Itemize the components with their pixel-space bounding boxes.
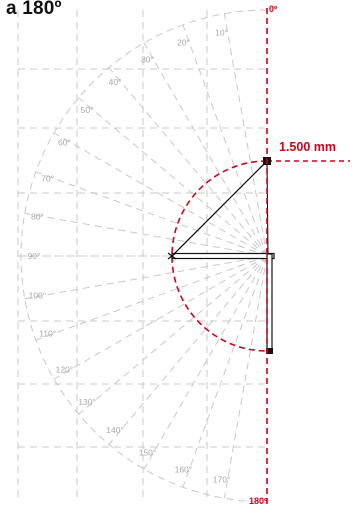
- angle-label: 110°: [39, 329, 56, 339]
- diagonal-arm: [171, 160, 268, 257]
- angle-label: 50°: [81, 105, 94, 115]
- angle-ray: [182, 24, 268, 257]
- outer-arc: [20, 9, 268, 503]
- reach-arc: [171, 160, 268, 352]
- horizontal-bar: [171, 252, 275, 260]
- angle-label: 30°: [141, 54, 154, 64]
- top-marker: 0º: [269, 4, 278, 14]
- angle-ray: [35, 255, 268, 341]
- angle-label: 60°: [58, 138, 71, 148]
- angle-ray: [223, 255, 268, 499]
- reach-arc-group: 1.500 mm: [171, 140, 350, 352]
- bottom-marker: 180º: [249, 496, 268, 506]
- angle-ray: [78, 97, 268, 257]
- angle-ray: [143, 42, 268, 257]
- angle-ray: [78, 255, 268, 415]
- angle-ray: [35, 171, 268, 257]
- angle-ray: [53, 132, 268, 257]
- angle-label: 120°: [56, 365, 74, 375]
- angle-ray: [24, 212, 268, 257]
- angle-label: 170°: [213, 475, 231, 485]
- angle-label: 130°: [78, 397, 96, 407]
- outer-semicircle: [20, 9, 268, 503]
- angle-label: 80°: [31, 212, 44, 222]
- left-end-cap: [167, 252, 177, 260]
- angle-ray: [108, 67, 268, 257]
- markers: 0º 180º: [249, 4, 278, 506]
- bottom-joint: [266, 348, 273, 354]
- angle-label: 70°: [41, 173, 54, 183]
- angle-label: 160°: [175, 464, 193, 474]
- angle-ray: [53, 255, 268, 380]
- angle-rays: [21, 13, 268, 499]
- angle-ray: [24, 255, 268, 300]
- page-title: a 180º: [6, 0, 62, 19]
- radius-label: 1.500 mm: [279, 140, 336, 154]
- angle-label: 150°: [139, 448, 157, 458]
- angle-ray: [223, 13, 268, 257]
- angle-ray: [143, 255, 268, 470]
- angle-ray: [182, 255, 268, 488]
- angle-label: 100°: [29, 290, 47, 300]
- angle-ray: [108, 255, 268, 445]
- angle-label: 20°: [177, 38, 190, 48]
- angle-label: 40°: [109, 77, 122, 87]
- angle-label: 140°: [106, 425, 124, 435]
- angle-label: 10°: [215, 27, 228, 37]
- angle-labels: 10° 20° 30° 40° 50° 60° 70° 80° 90° 100° 110° 120° 1…: [28, 27, 231, 484]
- angle-label: 90°: [28, 251, 41, 261]
